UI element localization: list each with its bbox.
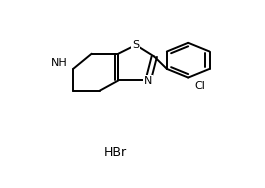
Text: S: S	[132, 39, 139, 50]
Text: N: N	[144, 76, 152, 86]
Text: Cl: Cl	[194, 80, 205, 91]
Text: HBr: HBr	[104, 146, 127, 159]
Text: NH: NH	[51, 58, 68, 68]
